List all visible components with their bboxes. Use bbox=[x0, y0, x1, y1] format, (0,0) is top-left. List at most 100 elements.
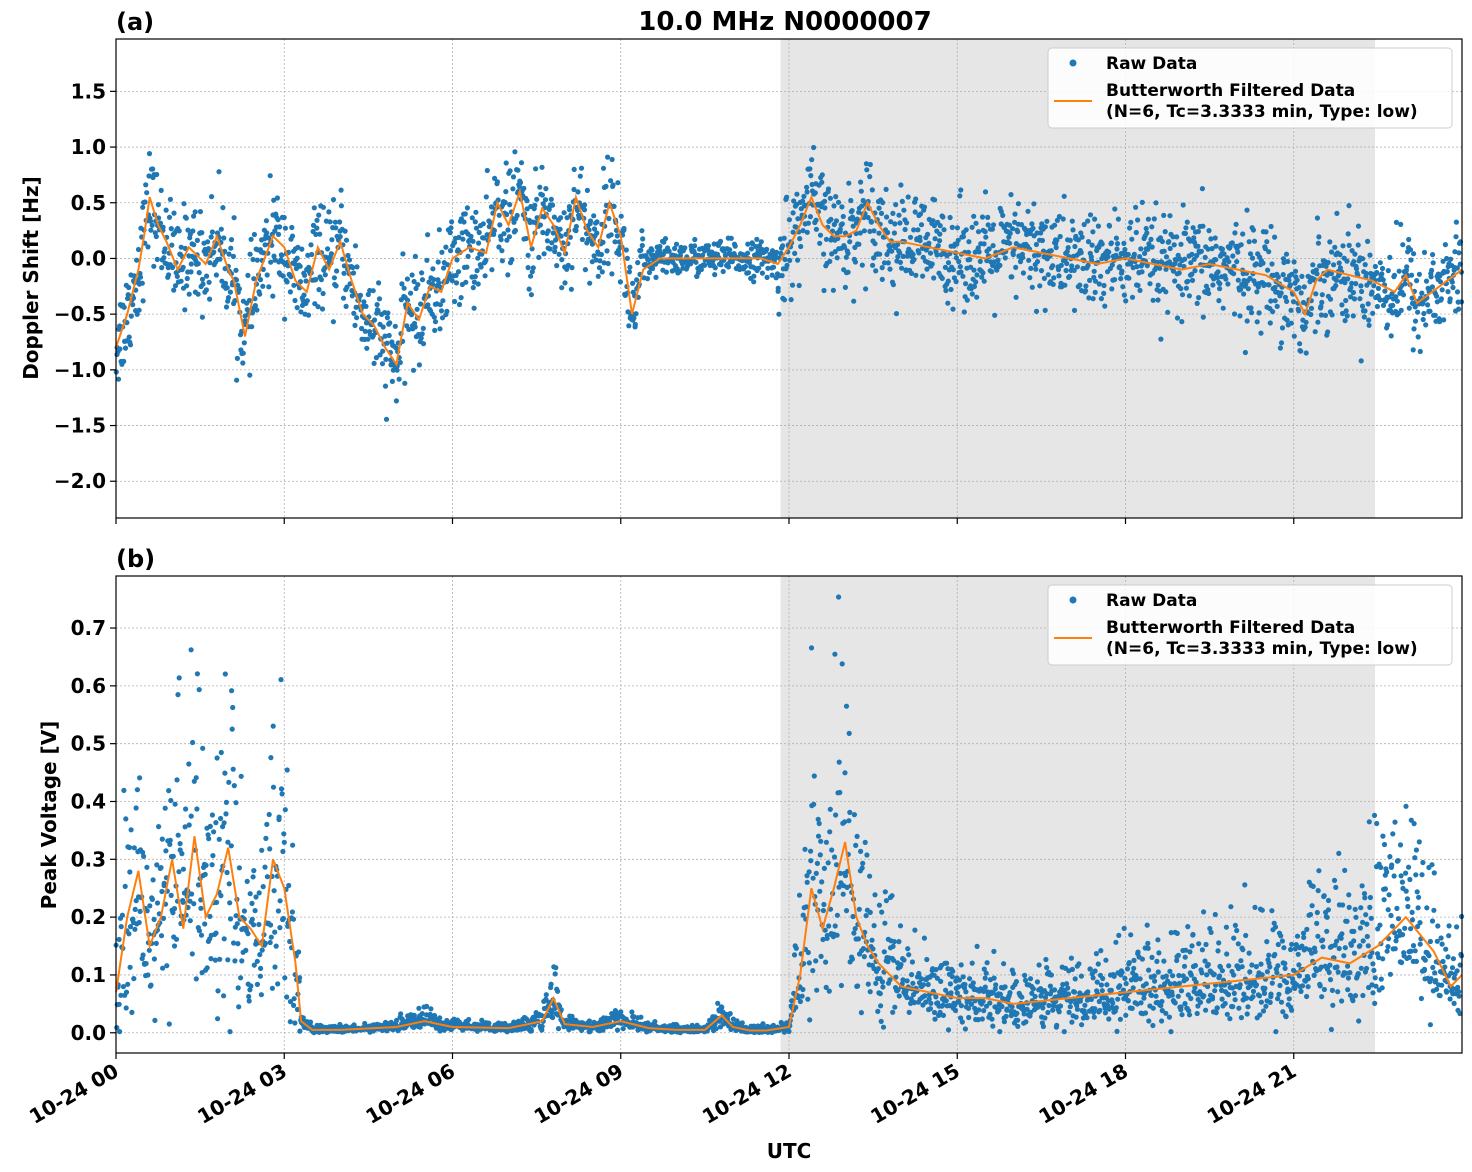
raw-data-point bbox=[1314, 215, 1320, 221]
raw-data-point bbox=[898, 182, 904, 188]
raw-data-point bbox=[254, 307, 260, 313]
raw-data-point bbox=[1296, 962, 1302, 968]
raw-data-point bbox=[963, 281, 969, 287]
raw-data-point bbox=[843, 703, 850, 709]
raw-data-point bbox=[543, 186, 549, 192]
raw-data-point bbox=[170, 910, 176, 916]
raw-data-point bbox=[203, 251, 209, 257]
raw-data-point bbox=[168, 797, 174, 804]
raw-data-point bbox=[272, 929, 278, 935]
raw-data-point bbox=[1113, 1005, 1119, 1011]
raw-data-point bbox=[300, 1015, 306, 1021]
raw-data-point bbox=[1020, 270, 1026, 276]
raw-data-point bbox=[1002, 255, 1008, 261]
raw-data-point bbox=[1074, 264, 1080, 270]
raw-data-point bbox=[320, 290, 326, 297]
raw-data-point bbox=[418, 335, 424, 341]
raw-data-point bbox=[834, 912, 841, 918]
panel-b-label: (b) bbox=[116, 545, 155, 573]
raw-data-point bbox=[198, 905, 204, 911]
raw-data-point bbox=[387, 320, 393, 326]
raw-data-point bbox=[847, 809, 853, 816]
raw-data-point bbox=[876, 205, 882, 211]
y-tick-label: 1.0 bbox=[71, 135, 106, 159]
raw-data-point bbox=[981, 988, 987, 995]
raw-data-point bbox=[1434, 293, 1440, 299]
raw-data-point bbox=[247, 251, 253, 257]
raw-data-point bbox=[804, 873, 810, 879]
raw-data-point bbox=[254, 958, 260, 964]
raw-data-point bbox=[1261, 990, 1268, 997]
raw-data-point bbox=[157, 220, 163, 226]
raw-data-point bbox=[618, 1009, 624, 1015]
raw-data-point bbox=[122, 345, 129, 351]
raw-data-point bbox=[1129, 1005, 1135, 1012]
raw-data-point bbox=[1264, 969, 1270, 975]
raw-data-point bbox=[1138, 1000, 1144, 1006]
raw-data-point bbox=[1095, 961, 1101, 967]
raw-data-point bbox=[333, 283, 339, 289]
raw-data-point bbox=[800, 228, 806, 234]
raw-data-point bbox=[200, 745, 206, 751]
raw-data-point bbox=[260, 283, 266, 289]
raw-data-point bbox=[297, 975, 303, 981]
raw-data-point bbox=[820, 936, 826, 943]
raw-data-point bbox=[1207, 925, 1213, 932]
raw-data-point bbox=[819, 179, 825, 185]
raw-data-point bbox=[287, 1019, 293, 1025]
raw-data-point bbox=[878, 210, 885, 216]
raw-data-point bbox=[149, 222, 155, 228]
raw-data-point bbox=[564, 215, 570, 221]
y-tick-label: 0.5 bbox=[71, 191, 106, 215]
raw-data-point bbox=[236, 865, 242, 871]
raw-data-point bbox=[1064, 249, 1070, 255]
raw-data-point bbox=[400, 251, 406, 257]
raw-data-point bbox=[879, 265, 885, 271]
raw-data-point bbox=[1362, 262, 1368, 268]
raw-data-point bbox=[1420, 316, 1426, 323]
raw-data-point bbox=[1028, 1009, 1034, 1015]
raw-data-point bbox=[169, 264, 176, 270]
raw-data-point bbox=[954, 225, 961, 231]
raw-data-point bbox=[940, 1012, 947, 1019]
raw-data-point bbox=[1449, 279, 1455, 285]
raw-data-point bbox=[1213, 243, 1219, 249]
raw-data-point bbox=[1297, 341, 1303, 347]
raw-data-point bbox=[1246, 239, 1252, 245]
raw-data-point bbox=[1249, 255, 1256, 261]
raw-data-point bbox=[392, 323, 398, 329]
raw-data-point bbox=[1166, 239, 1172, 245]
raw-data-point bbox=[549, 1010, 555, 1016]
raw-data-point bbox=[552, 1006, 558, 1012]
raw-data-point bbox=[1254, 289, 1260, 295]
raw-data-point bbox=[612, 239, 618, 245]
raw-data-point bbox=[338, 203, 344, 209]
raw-data-point bbox=[1225, 992, 1232, 998]
raw-data-point bbox=[1427, 308, 1433, 314]
raw-data-point bbox=[796, 892, 803, 898]
raw-data-point bbox=[843, 908, 850, 914]
raw-data-point bbox=[385, 310, 391, 316]
raw-data-point bbox=[1388, 333, 1394, 339]
raw-data-point bbox=[207, 260, 213, 266]
raw-data-point bbox=[910, 251, 916, 257]
raw-data-point bbox=[1415, 334, 1421, 340]
raw-data-point bbox=[865, 214, 871, 221]
raw-data-point bbox=[850, 216, 856, 222]
raw-data-point bbox=[126, 284, 132, 291]
raw-data-point bbox=[1343, 308, 1349, 314]
raw-data-point bbox=[1069, 263, 1075, 269]
raw-data-point bbox=[1182, 230, 1188, 237]
raw-data-point bbox=[810, 968, 816, 974]
raw-data-point bbox=[589, 259, 595, 265]
raw-data-point bbox=[712, 272, 718, 278]
raw-data-point bbox=[1114, 241, 1121, 247]
raw-data-point bbox=[230, 253, 236, 259]
raw-data-point bbox=[1042, 1015, 1048, 1021]
raw-data-point bbox=[780, 243, 786, 249]
raw-data-point bbox=[776, 311, 782, 317]
raw-data-point bbox=[932, 197, 938, 203]
raw-data-point bbox=[1348, 285, 1354, 291]
raw-data-point bbox=[928, 1000, 934, 1006]
raw-data-point bbox=[1231, 311, 1238, 317]
